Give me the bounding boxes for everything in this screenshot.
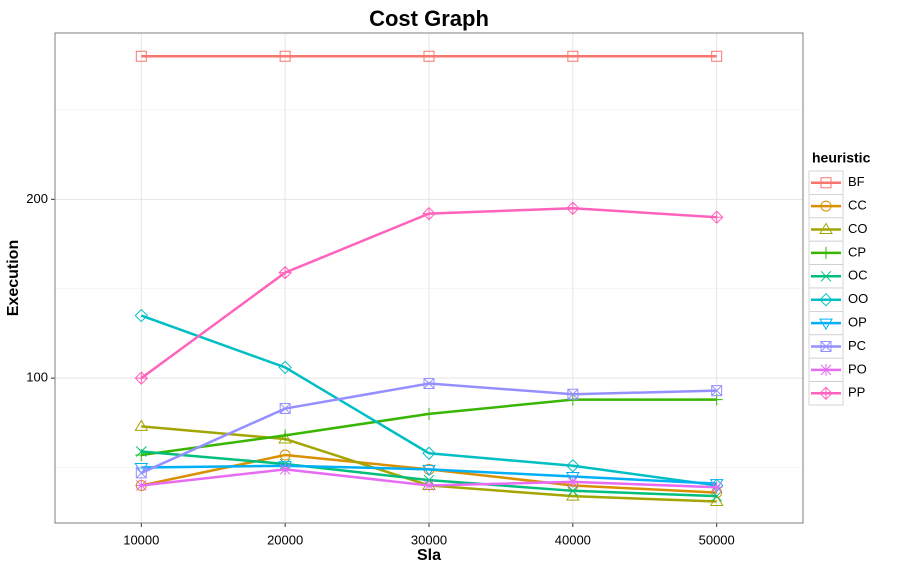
marker	[135, 50, 147, 62]
marker	[134, 371, 149, 385]
marker	[820, 200, 832, 212]
marker	[820, 246, 832, 259]
x-axis-title: Sla	[417, 547, 441, 564]
marker	[711, 490, 723, 502]
marker	[566, 459, 580, 473]
marker	[278, 360, 292, 375]
marker	[279, 463, 292, 476]
marker	[567, 388, 579, 400]
legend-item: OP	[808, 310, 867, 336]
marker	[820, 341, 832, 352]
marker	[820, 270, 832, 282]
marker	[819, 318, 833, 331]
legend-label: BF	[848, 174, 865, 189]
legend-title: heuristic	[812, 150, 871, 166]
legend-item: OC	[808, 264, 868, 289]
legend-label: CP	[848, 244, 866, 259]
legend-label: OC	[848, 268, 868, 283]
marker	[423, 50, 435, 62]
marker	[565, 489, 580, 501]
legend-label: OP	[848, 315, 867, 330]
marker	[279, 429, 292, 442]
legend-item: OO	[808, 287, 868, 312]
x-tick-label: 20000	[267, 532, 303, 547]
marker	[567, 50, 579, 62]
marker	[820, 177, 832, 189]
marker	[565, 472, 580, 484]
marker	[566, 201, 580, 215]
marker	[135, 467, 147, 479]
legend-item: PP	[808, 381, 865, 406]
marker	[711, 50, 723, 62]
legend-label: PP	[848, 385, 865, 400]
x-tick-label: 50000	[699, 532, 735, 547]
y-tick-label: 200	[26, 191, 48, 206]
series-line	[140, 314, 717, 487]
marker	[423, 407, 435, 420]
marker	[423, 479, 435, 492]
plot-border	[54, 32, 804, 524]
legend-item: CO	[808, 217, 868, 242]
legend-item: CP	[808, 240, 866, 265]
marker	[422, 446, 436, 460]
marker	[709, 494, 724, 507]
legend-item: BF	[808, 170, 865, 195]
marker	[278, 265, 292, 280]
y-tick-label: 100	[26, 370, 48, 385]
legend-label: OO	[848, 291, 868, 306]
marker	[819, 386, 833, 401]
marker	[422, 206, 436, 221]
legend-label: CC	[848, 198, 867, 213]
legend-item: CC	[808, 193, 867, 219]
marker	[279, 449, 291, 461]
marker	[566, 475, 579, 488]
marker	[709, 210, 724, 224]
marker	[710, 481, 723, 494]
marker	[135, 479, 148, 492]
marker	[819, 222, 833, 234]
legend-label: PO	[848, 361, 867, 376]
x-tick-label: 40000	[555, 532, 591, 547]
marker	[422, 464, 436, 477]
marker	[134, 419, 149, 431]
series-line	[141, 464, 717, 485]
legend-label: PC	[848, 338, 866, 353]
x-tick-label: 10000	[123, 532, 159, 547]
marker	[820, 363, 832, 376]
legend-item: PC	[808, 334, 866, 359]
legend-item: PO	[808, 357, 867, 383]
marker	[279, 403, 291, 415]
legend-label: CO	[848, 221, 868, 236]
marker	[134, 463, 149, 475]
y-axis-title: Execution	[5, 240, 22, 316]
marker	[567, 485, 579, 497]
marker	[278, 431, 293, 444]
marker	[134, 308, 149, 323]
marker	[423, 378, 435, 390]
marker	[279, 50, 291, 62]
x-tick-label: 30000	[411, 532, 447, 547]
chart-title: Cost Graph	[369, 6, 489, 31]
marker	[819, 292, 833, 307]
marker	[135, 446, 147, 457]
marker	[711, 385, 723, 397]
